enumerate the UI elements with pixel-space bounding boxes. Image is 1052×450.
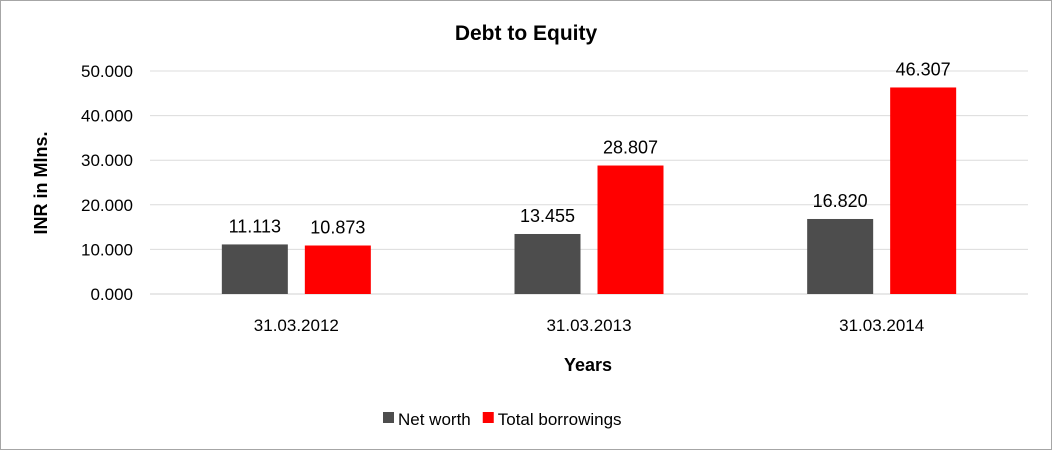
bars [221,87,957,294]
y-axis-ticks: 0.000 10.000 20.000 30.000 40.000 50.000 [81,62,133,304]
data-labels: 11.113 10.873 13.455 28.807 16.820 46.307 [229,59,951,237]
legend-swatch [482,412,494,423]
legend-label: Total borrowings [498,410,622,429]
bar-total-borrowings [597,165,664,294]
bar-net-worth [221,244,288,294]
data-label: 28.807 [603,138,658,158]
y-axis-title: INR in Mlns. [31,132,51,235]
bar-total-borrowings [890,87,957,294]
legend: Net worth Total borrowings [383,410,622,429]
y-tick-label: 10.000 [81,240,133,259]
y-tick-label: 50.000 [81,62,133,81]
y-tick-label: 20.000 [81,196,133,215]
data-label: 16.820 [813,191,868,211]
chart-title: Debt to Equity [455,22,598,45]
data-label: 13.455 [520,206,575,226]
x-tick-label: 31.03.2012 [254,316,339,335]
y-tick-label: 30.000 [81,151,133,170]
y-tick-label: 0.000 [90,285,133,304]
bar-net-worth [514,233,581,294]
x-axis-title: Years [564,355,612,375]
legend-swatch [383,412,394,423]
y-tick-label: 40.000 [81,107,133,126]
data-label: 46.307 [896,59,951,79]
gridlines [150,70,1028,295]
x-axis-ticks: 31.03.2012 31.03.2013 31.03.2014 [254,316,924,335]
x-tick-label: 31.03.2014 [839,316,924,335]
data-label: 11.113 [229,216,281,236]
data-label: 10.873 [310,218,365,238]
x-tick-label: 31.03.2013 [546,316,631,335]
legend-label: Net worth [398,410,471,429]
bar-net-worth [807,218,874,294]
bar-total-borrowings [304,245,371,294]
